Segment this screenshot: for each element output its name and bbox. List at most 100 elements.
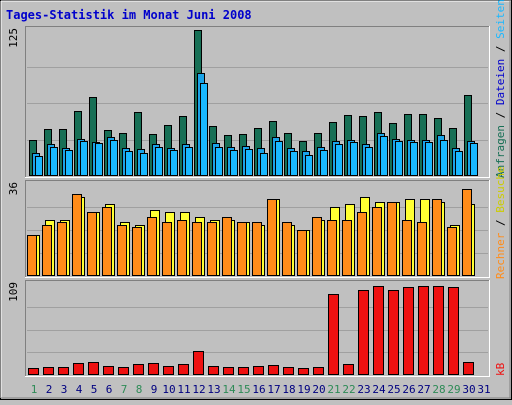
rechner-bar-day-8 [132, 227, 142, 276]
kb-bar-day-10 [163, 366, 174, 375]
kb-bar-day-17 [268, 365, 279, 375]
seiten-bar-day-29 [455, 151, 463, 176]
rechner-bar-day-2 [42, 225, 52, 276]
kb-bar-day-4 [73, 363, 84, 375]
legend-panel-1: Anfragen / Dateien / Seiten [494, 0, 507, 178]
kb-bar-day-3 [58, 367, 69, 375]
rechner-bar-day-19 [297, 230, 307, 276]
legend-separator: / [494, 105, 507, 125]
legend-entry-kb: kB [494, 362, 507, 376]
x-tick-label-day-24: 24 [372, 383, 386, 396]
rechner-bar-day-3 [57, 222, 67, 276]
seiten-bar-day-10 [170, 150, 178, 176]
kb-bar-day-30 [463, 362, 474, 375]
rechner-bar-day-21 [327, 220, 337, 276]
x-tick-label-day-28: 28 [432, 383, 445, 396]
seiten-bar-day-6 [110, 140, 118, 176]
x-tick-label-day-19: 19 [297, 383, 310, 396]
legend-entry-besuche: Besuche [494, 166, 507, 212]
x-tick-label-day-22: 22 [342, 383, 355, 396]
seiten-bar-day-9 [155, 147, 163, 176]
x-tick-label-day-18: 18 [282, 383, 295, 396]
kb-bar-day-21 [328, 294, 339, 375]
x-tick-label-day-6: 6 [106, 383, 113, 396]
kb-bar-day-8 [133, 364, 144, 375]
seiten-bar-day-26 [410, 142, 418, 176]
kb-bar-day-24 [373, 286, 384, 375]
x-tick-label-day-1: 1 [31, 383, 38, 396]
kb-bar-day-28 [433, 286, 444, 375]
seiten-bar-day-25 [395, 141, 403, 176]
kb-bar-day-19 [298, 368, 309, 375]
rechner-bar-day-23 [357, 212, 367, 276]
rechner-bar-day-15 [237, 222, 247, 276]
seiten-bar-day-11 [185, 147, 193, 176]
rechner-bar-day-27 [417, 222, 427, 276]
x-tick-label-day-20: 20 [312, 383, 325, 396]
seiten-bar-day-4 [80, 141, 88, 176]
legend-entry-seiten: Seiten [494, 0, 507, 39]
seiten-bar-day-19 [305, 155, 313, 176]
rechner-bar-day-29 [447, 227, 457, 276]
x-tick-label-day-8: 8 [136, 383, 143, 396]
panel-1-y-max-label: 125 [7, 28, 20, 48]
seiten-bar-day-30 [470, 143, 478, 176]
rechner-bar-day-4 [72, 194, 82, 276]
x-tick-label-day-5: 5 [91, 383, 98, 396]
seiten-bar-day-21 [335, 144, 343, 176]
x-tick-label-day-30: 30 [462, 383, 475, 396]
x-tick-label-day-2: 2 [46, 383, 53, 396]
x-tick-label-day-29: 29 [447, 383, 460, 396]
legend-entry-anfragen: Anfragen [494, 125, 507, 178]
seiten-bar-day-15 [245, 149, 253, 176]
kb-bar-day-1 [28, 368, 39, 375]
x-tick-label-day-10: 10 [162, 383, 175, 396]
rechner-bar-day-24 [372, 207, 382, 276]
x-tick-label-day-11: 11 [177, 383, 190, 396]
rechner-bar-day-14 [222, 217, 232, 276]
kb-bar-day-6 [103, 366, 114, 375]
legend-panel-3: kB [494, 362, 507, 376]
x-tick-label-day-7: 7 [121, 383, 128, 396]
kb-bar-day-23 [358, 290, 369, 375]
rechner-bar-day-30 [462, 189, 472, 276]
kb-bar-day-27 [418, 286, 429, 375]
seiten-bar-day-13 [215, 147, 223, 176]
panels: 125 36 109 [7, 26, 490, 377]
seiten-bar-day-8 [140, 153, 148, 176]
legend-panel-2: Rechner / Besuche [494, 166, 507, 279]
x-tick-label-day-13: 13 [207, 383, 220, 396]
rechner-bar-day-6 [102, 207, 112, 276]
x-tick-label-day-3: 3 [61, 383, 68, 396]
x-tick-label-day-26: 26 [402, 383, 415, 396]
x-tick-label-day-31: 31 [477, 383, 490, 396]
kb-bar-day-7 [118, 367, 129, 375]
chart-title: Tages-Statistik im Monat Juni 2008 [6, 8, 252, 22]
seiten-bar-day-5 [95, 143, 103, 176]
rechner-bar-day-25 [387, 202, 397, 276]
rechner-bar-day-1 [27, 235, 37, 276]
rechner-bar-day-11 [177, 220, 187, 276]
seiten-bar-day-12 [200, 83, 208, 176]
seiten-bar-day-7 [125, 151, 133, 176]
x-tick-label-day-4: 4 [76, 383, 83, 396]
seiten-bar-day-1 [35, 156, 43, 176]
kb-bar-day-20 [313, 367, 324, 375]
seiten-bar-day-2 [50, 147, 58, 176]
rechner-bar-day-12 [192, 222, 202, 276]
seiten-bar-day-17 [275, 141, 283, 176]
rechner-bar-day-17 [267, 199, 277, 276]
kb-bar-day-18 [283, 367, 294, 375]
seiten-bar-day-14 [230, 150, 238, 176]
kb-bar-day-29 [448, 287, 459, 375]
seiten-bar-day-28 [440, 140, 448, 176]
legend-separator: / [494, 39, 507, 59]
seiten-bar-day-22 [350, 142, 358, 176]
x-tick-label-day-23: 23 [357, 383, 370, 396]
rechner-bar-day-28 [432, 199, 442, 276]
legend-entry-rechner: Rechner [494, 232, 507, 279]
seiten-bar-day-16 [260, 153, 268, 176]
x-tick-label-day-27: 27 [417, 383, 430, 396]
kb-bar-day-16 [253, 366, 264, 375]
